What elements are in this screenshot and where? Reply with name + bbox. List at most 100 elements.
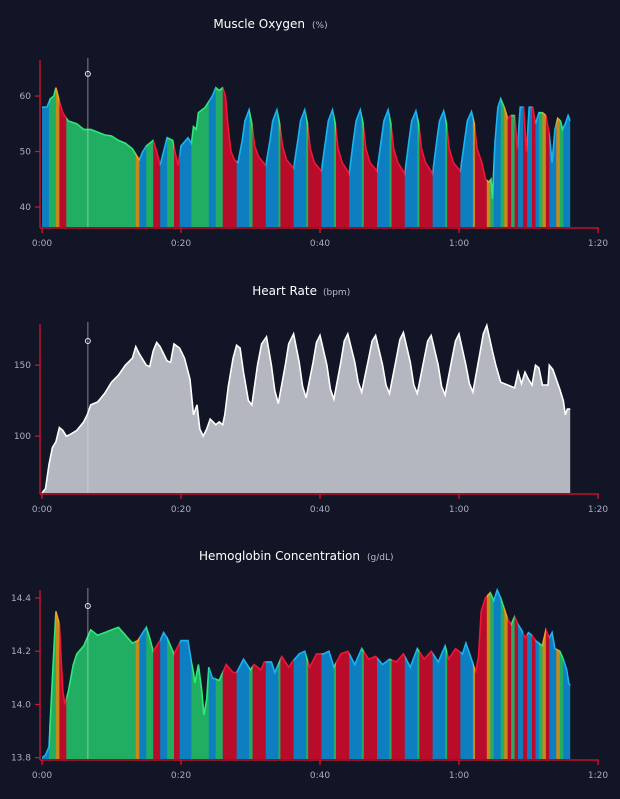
- zone-fill-blue: [321, 87, 335, 227]
- zone-fill-green: [306, 590, 309, 759]
- zone-fill-green: [215, 87, 223, 227]
- zone-fill-green: [278, 87, 281, 227]
- series-line-red: [153, 139, 161, 166]
- chart-title: Muscle Oxygen: [213, 17, 305, 31]
- zone-fill-red: [308, 87, 322, 227]
- zone-fill-blue: [265, 87, 279, 227]
- zone-fill-green: [167, 590, 175, 759]
- zone-fill-blue: [349, 590, 362, 759]
- zone-fill-blue: [535, 87, 540, 227]
- zone-fill-orange: [486, 590, 491, 759]
- zone-fill-green: [417, 590, 420, 759]
- zone-fill-orange: [135, 590, 140, 759]
- zone-fill-blue: [549, 590, 557, 759]
- zone-fill-orange: [504, 590, 508, 759]
- zone-fill-orange: [556, 590, 561, 759]
- zone-fill-red: [514, 590, 519, 759]
- zone-fill-green: [445, 87, 448, 227]
- y-tick-label: 14.2: [11, 647, 31, 657]
- zone-fill-blue: [432, 87, 446, 227]
- zone-fill-blue: [42, 87, 50, 227]
- zone-fill-orange: [542, 590, 547, 759]
- zone-fill-orange: [55, 87, 60, 227]
- zone-fill-green: [66, 87, 137, 227]
- chart-unit: (bpm): [323, 288, 350, 298]
- x-tick-label: 1:00: [449, 771, 469, 781]
- zone-fills: [42, 590, 571, 759]
- zone-fill-red: [174, 87, 180, 227]
- muscle-oxygen-chart: Muscle Oxygen (%) 0:00 0:20 0:40 1:00 1:20 40…: [20, 17, 609, 249]
- x-tick-label: 0:00: [32, 505, 52, 515]
- zone-fill-orange: [542, 87, 547, 227]
- zone-fill-green: [306, 87, 309, 227]
- cursor-marker: [84, 70, 91, 77]
- zone-fill-blue: [460, 87, 474, 227]
- chart-unit: (g/dL): [367, 553, 394, 563]
- zone-fill-red: [335, 87, 350, 227]
- chart-title: Heart Rate: [252, 284, 317, 298]
- zone-fill-blue: [208, 87, 217, 227]
- zone-fill-red: [507, 590, 512, 759]
- zone-fill-red: [447, 590, 461, 759]
- zone-fill-red: [363, 590, 378, 759]
- zone-fill-green: [146, 590, 154, 759]
- zone-fill-green: [559, 590, 564, 759]
- zone-fill-blue: [376, 87, 390, 227]
- zone-fill-red: [419, 87, 433, 227]
- zone-fill-orange: [135, 87, 140, 227]
- zone-fill-blue: [293, 590, 307, 759]
- series-area: [42, 325, 571, 493]
- zone-fill-blue: [139, 87, 147, 227]
- zone-fill-red: [174, 590, 180, 759]
- zone-fill-green: [361, 590, 365, 759]
- zone-fill-blue: [160, 87, 168, 227]
- zone-fill-green: [389, 87, 392, 227]
- zone-fill-red: [545, 87, 550, 227]
- zone-fill-blue: [404, 87, 418, 227]
- zone-fill-red: [522, 590, 528, 759]
- series-line-green: [500, 96, 505, 111]
- zone-fill-red: [280, 87, 294, 227]
- x-tick-label: 1:20: [588, 505, 608, 515]
- zone-fill-blue: [293, 87, 307, 227]
- zone-fill-blue: [563, 87, 571, 227]
- zone-fill-green: [500, 590, 505, 759]
- zone-fill-blue: [493, 87, 501, 227]
- zone-fill-blue: [321, 590, 335, 759]
- x-tick-label: 0:00: [32, 239, 52, 249]
- zone-fill-red: [514, 87, 519, 227]
- series-line-blue: [293, 650, 307, 662]
- series-line-blue: [321, 107, 335, 173]
- zone-fill-red: [522, 87, 528, 227]
- zone-fill-blue: [518, 590, 524, 759]
- zone-fill-green: [559, 87, 564, 227]
- zone-fill-red: [308, 590, 322, 759]
- zone-fill-orange: [556, 87, 561, 227]
- y-tick-label: 40: [20, 203, 32, 213]
- zone-fill-green: [538, 590, 543, 759]
- x-tick-label: 0:40: [310, 771, 330, 781]
- zone-fill-orange: [504, 87, 508, 227]
- cursor-marker: [84, 602, 91, 609]
- zone-fill-red: [363, 87, 378, 227]
- chart-unit: (%): [312, 21, 328, 31]
- zone-fill-green: [249, 87, 253, 227]
- zone-fill-orange: [55, 590, 60, 759]
- zone-fill-orange: [486, 87, 491, 227]
- zone-fill-green: [333, 87, 337, 227]
- y-tick-label: 13.8: [11, 754, 31, 764]
- zone-fill-red: [474, 87, 488, 227]
- y-tick-label: 14.0: [11, 700, 31, 710]
- series-line-green: [66, 626, 137, 703]
- zone-fills: [42, 87, 571, 227]
- zone-fill-blue: [432, 590, 446, 759]
- x-tick-label: 1:20: [588, 239, 608, 249]
- zone-fill-green: [490, 87, 495, 227]
- zone-fill-orange: [472, 87, 476, 227]
- zone-fill-green: [146, 87, 154, 227]
- x-tick-label: 0:20: [171, 239, 191, 249]
- y-tick-label: 60: [20, 92, 32, 102]
- cursor-marker: [84, 338, 91, 345]
- zone-fill-red: [531, 590, 536, 759]
- x-tick-label: 1:00: [449, 239, 469, 249]
